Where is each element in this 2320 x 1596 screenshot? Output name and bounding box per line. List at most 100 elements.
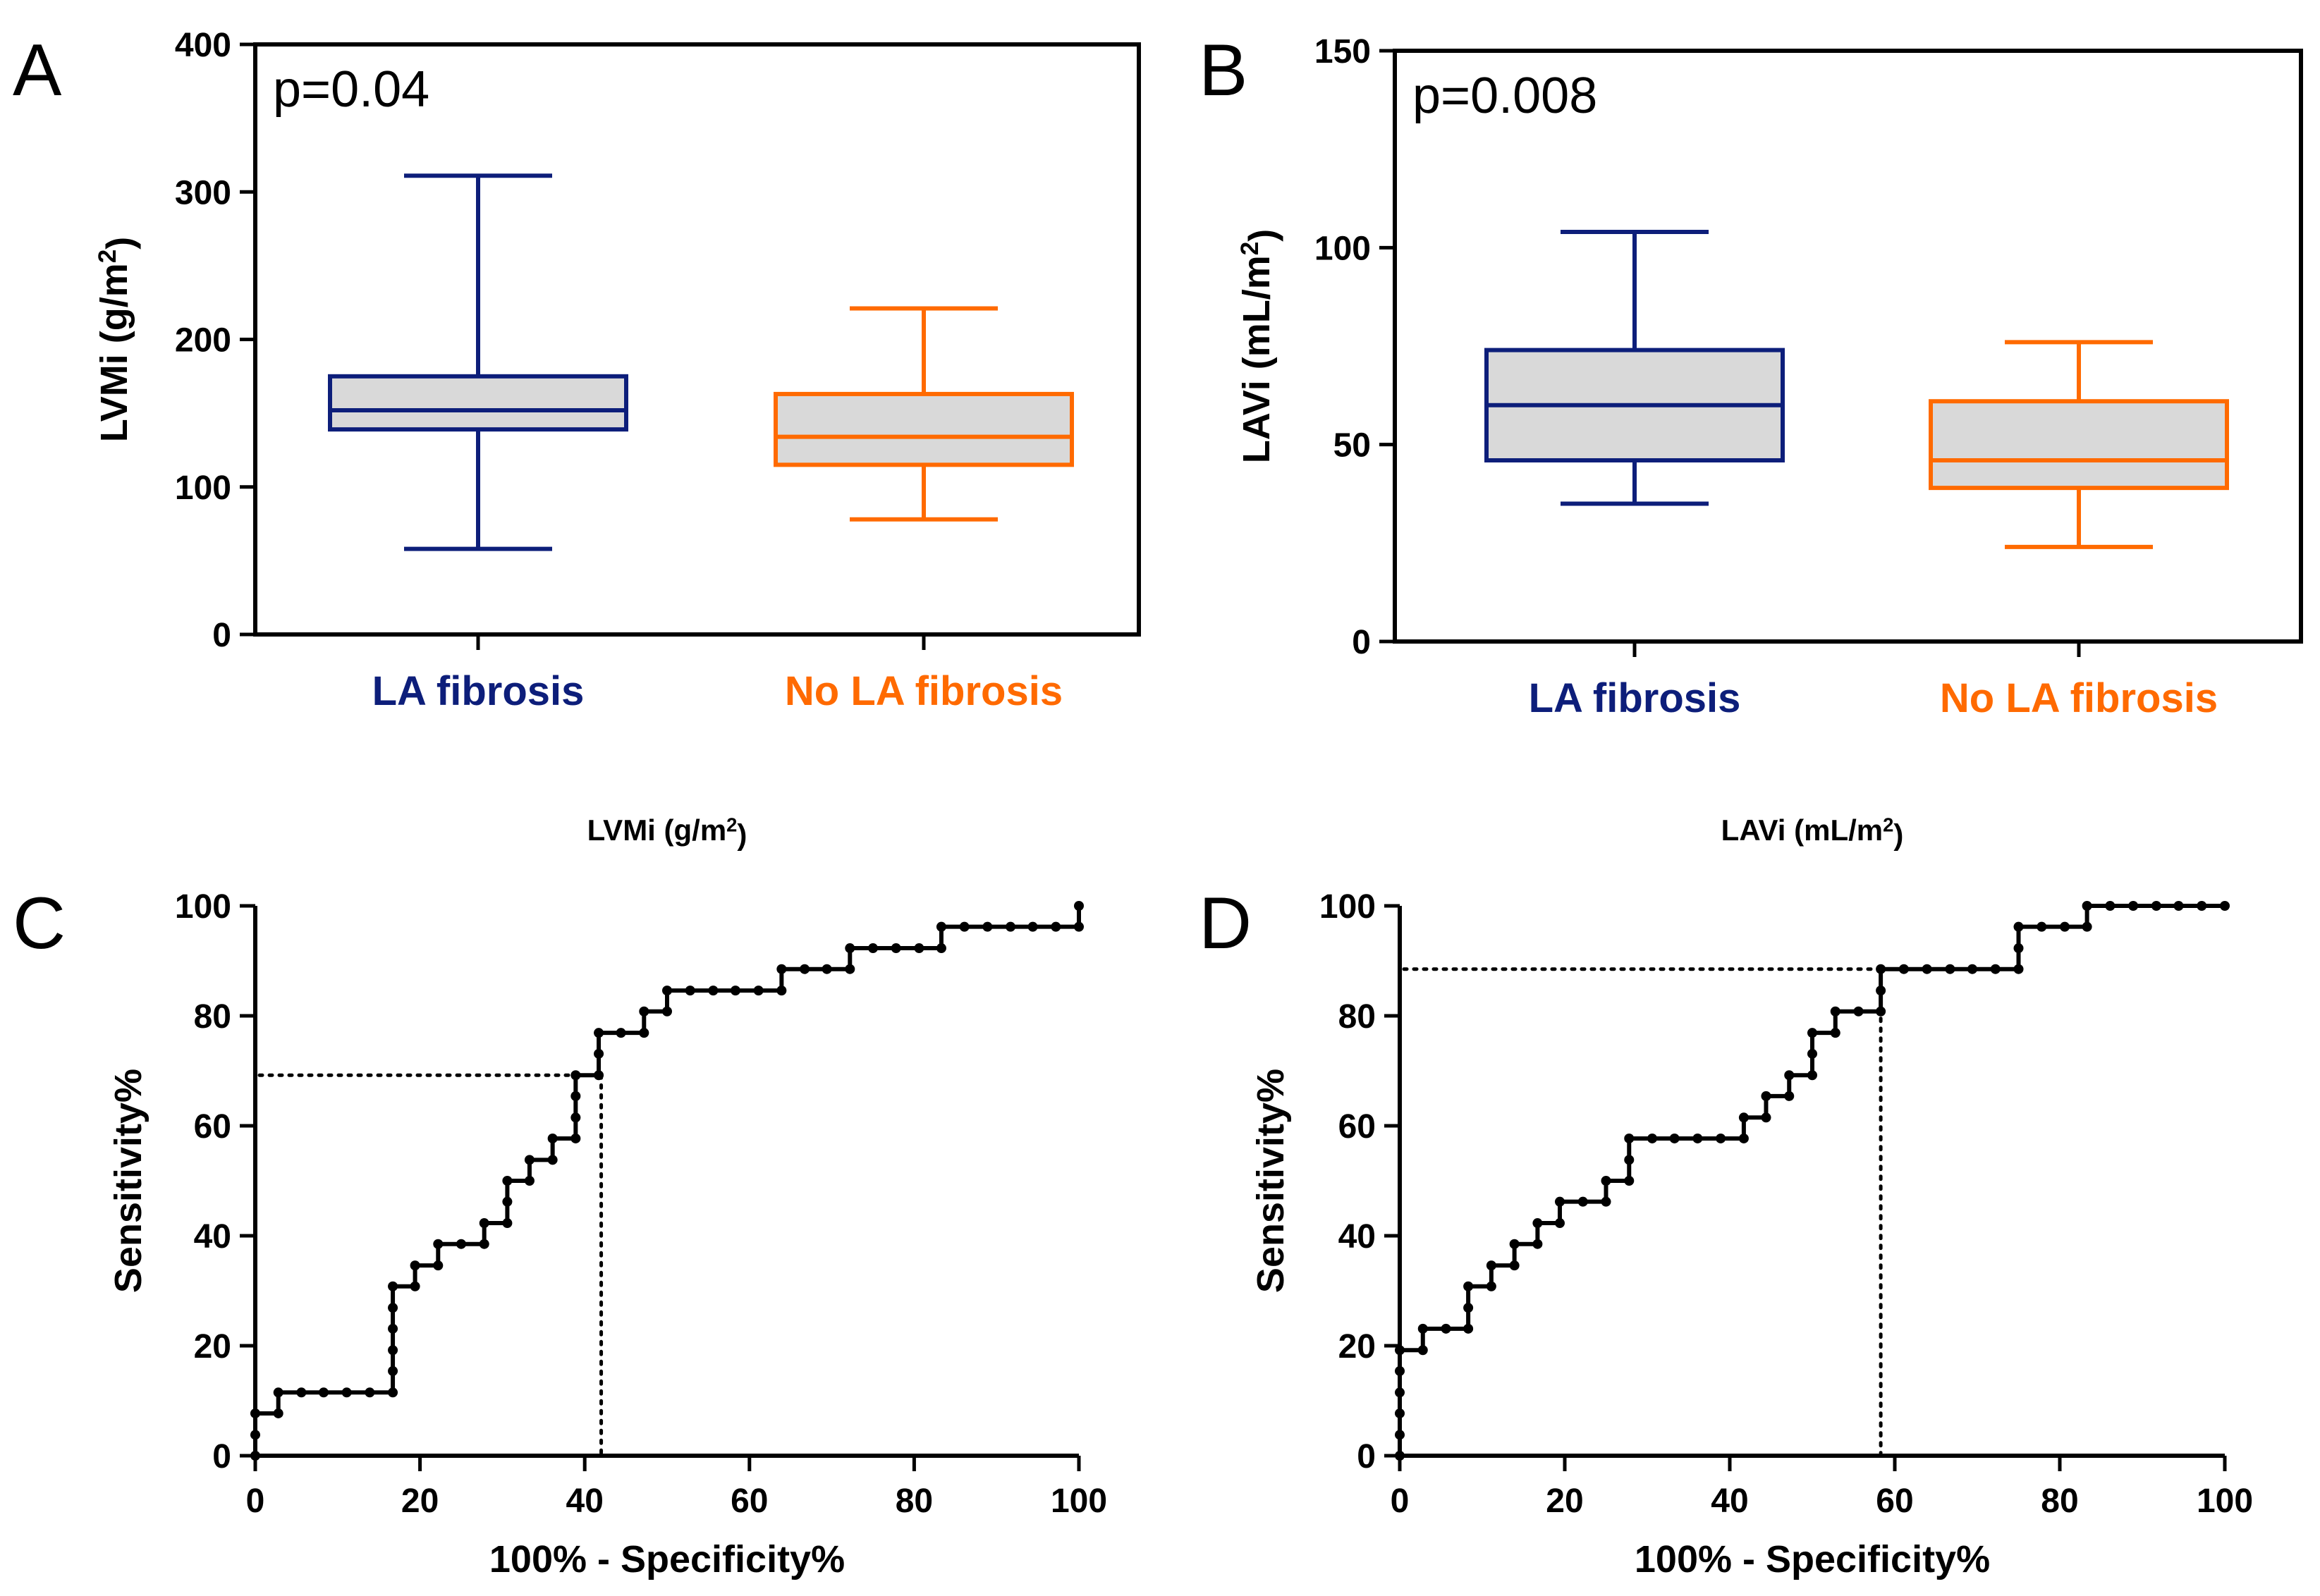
boxb-plot-frame [1393,49,2303,644]
boxa-y-axis-title: LVMi (g/m2) [93,237,142,442]
rocd-ytick-label: 60 [1338,1108,1376,1146]
rocc-x-axis-title: 100% - Specificity% [489,1538,845,1580]
boxb-category-label: No LA fibrosis [1940,675,2218,721]
rocc-roc-point [433,1239,444,1249]
rocd-roc-point [2082,921,2092,932]
rocc-roc-point [662,1006,672,1017]
rocc-roc-point [570,1112,581,1123]
rocc-roc-point [594,1028,604,1038]
rocc-roc-point [1074,921,1084,932]
boxa-iqr-box [774,391,1074,467]
rocc-roc-point [547,1133,558,1143]
rocc-roc-point [639,1028,649,1038]
rocd-ytick-label: 0 [1357,1438,1376,1475]
rocd-roc-point [1669,1133,1680,1143]
rocc-roc-point [845,943,855,954]
rocd-roc-point [2082,901,2092,911]
rocc-roc-point [250,1408,260,1418]
rocc-roc-point [730,986,740,996]
rocc-roc-point [388,1303,398,1313]
rocc-roc-point [410,1260,420,1271]
rocd-xtick-label: 100 [2197,1483,2253,1520]
boxa-category-label: No LA fibrosis [785,668,1063,714]
rocd-roc-point [1601,1196,1611,1207]
boxb-y-axis-title: LAVi (mL/m2) [1235,229,1284,464]
rocc-ytick-label: 80 [194,998,231,1036]
rocd-roc-point [2197,901,2207,911]
rocc-roc-point [662,986,672,996]
rocc-roc-point [547,1155,558,1165]
rocd-xtick-label: 40 [1711,1483,1748,1520]
rocc-roc-point [524,1176,535,1186]
rocc-roc-point [1006,921,1016,932]
rocc-roc-point [639,1006,649,1017]
boxb-ytick-label: 150 [1314,33,1371,70]
boxb-box-la-fibrosis [1484,229,1785,506]
rocc-roc-point [616,1028,626,1038]
rocd-roc-point [1624,1133,1635,1143]
rocc-roc-point [250,1430,260,1440]
rocc-roc-point [959,921,970,932]
rocc-roc-point [570,1133,581,1143]
panel-letter-a: A [13,30,62,111]
rocd-ytick-label: 40 [1338,1218,1376,1256]
rocc-roc-point [502,1218,513,1229]
rocc-roc-point [594,1048,604,1059]
rocd-xtick-label: 60 [1876,1483,1913,1520]
rocc-roc-point [1074,901,1084,911]
rocd-roc-point [1945,964,1955,974]
rocc-roc-point [502,1176,513,1186]
boxa-category-label: LA fibrosis [372,668,585,714]
rocc-y-axis-title: Sensitivity% [107,1069,149,1293]
rocd-roc-point [2013,964,2024,974]
rocd-xtick-label: 80 [2041,1483,2078,1520]
rocd-roc-point [1784,1070,1795,1081]
rocd-roc-point [1738,1112,1749,1123]
rocd-x-axis-title: 100% - Specificity% [1635,1538,1990,1580]
rocc-roc-point [479,1239,489,1249]
rocd-ytick-label: 80 [1338,998,1376,1036]
panel-letter-b: B [1199,30,1247,111]
rocd-roc-point [1463,1281,1474,1291]
rocc-roc-point [570,1091,581,1101]
rocc-ytick-label: 100 [175,888,231,926]
rocc-roc-point [524,1155,535,1165]
rocd-roc-point [2060,921,2070,932]
rocd-ytick-label: 100 [1319,888,1376,926]
rocc-roc-point [776,986,787,996]
boxa-iqr-box [328,374,628,432]
rocc-ytick-label: 0 [212,1438,231,1475]
rocd-roc-point [1853,1006,1864,1017]
boxa-ytick-label: 200 [175,322,231,360]
rocc-xtick-label: 40 [566,1483,604,1520]
rocd-roc-point [1898,964,1909,974]
boxb-ytick-label: 0 [1352,624,1371,661]
rocd-roc-point [1554,1196,1565,1207]
rocc-roc-point [868,943,878,954]
rocc-roc-point [410,1281,420,1291]
rocd-roc-point [2128,901,2139,911]
rocd-roc-point [1830,1006,1840,1017]
rocc-roc-point [1051,921,1061,932]
boxa-ytick-label: 0 [212,617,231,654]
boxa-p-value: p=0.04 [273,61,429,118]
rocc-roc-point [982,921,993,932]
rocd-roc-point [1624,1155,1635,1165]
boxa-box-la-fibrosis [328,173,628,551]
boxa-plot-frame [253,42,1141,637]
rocd-roc-point [1417,1345,1428,1356]
rocc-roc-point [800,964,810,974]
rocd-roc-point [1738,1133,1749,1143]
rocc-xtick-label: 0 [246,1483,265,1520]
rocd-title: LAVi (mL/m2) [1721,814,1904,852]
rocd-roc-point [1463,1303,1474,1313]
rocd-roc-point [1395,1451,1405,1461]
rocc-ytick-label: 20 [194,1328,231,1365]
rocd-roc-point [1577,1196,1588,1207]
rocd-xtick-label: 0 [1391,1483,1410,1520]
rocd-roc-point [1716,1133,1726,1143]
rocc-roc-point [433,1260,444,1271]
rocc-roc-point [936,943,946,954]
rocc-roc-point [891,943,901,954]
